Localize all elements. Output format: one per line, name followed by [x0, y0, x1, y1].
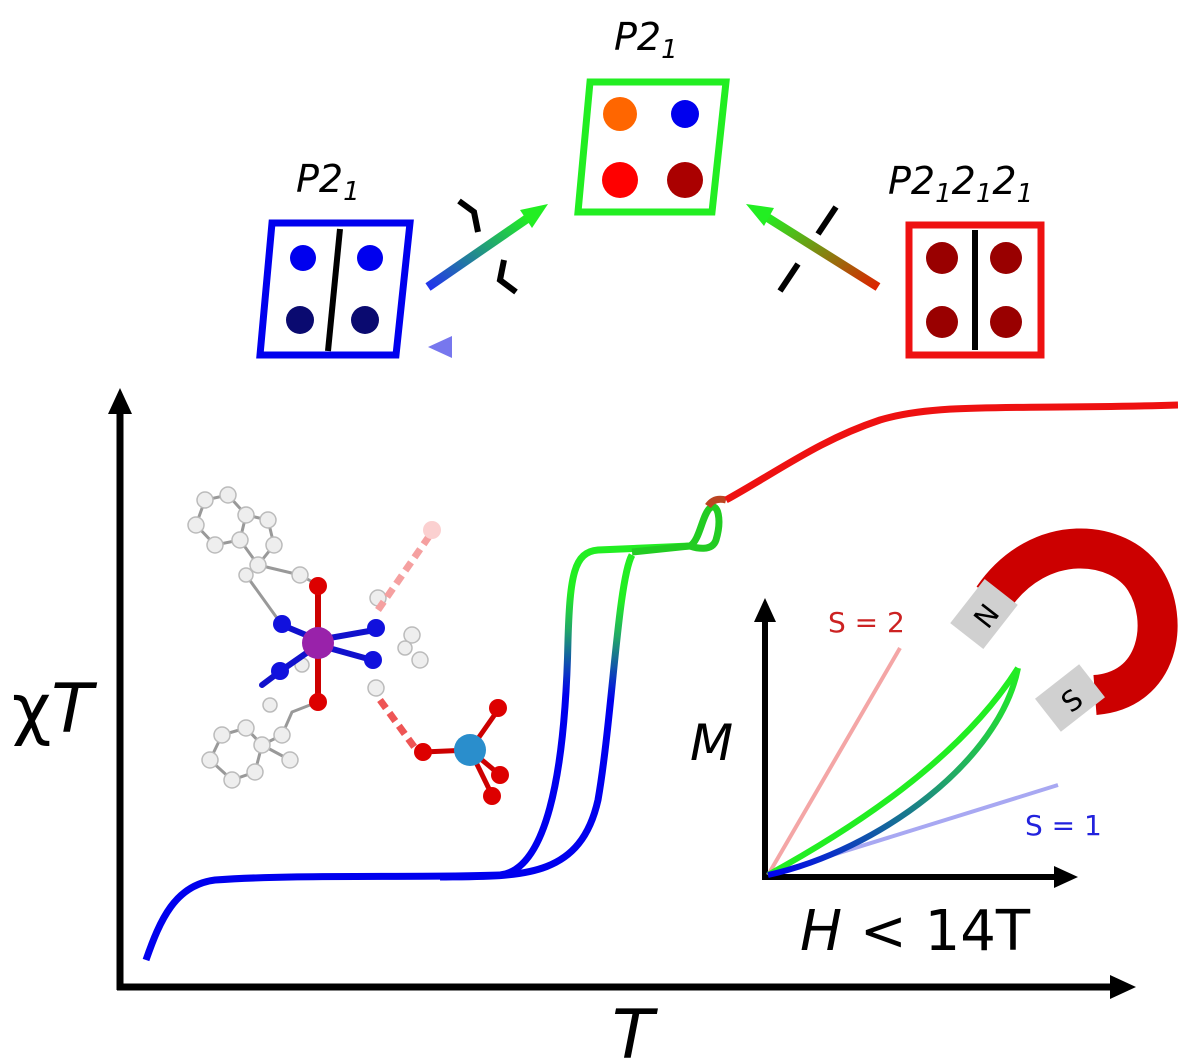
magnetization-down: [767, 667, 1021, 878]
hydrogen-bond: [377, 697, 418, 751]
faded-oxygen: [423, 521, 441, 539]
center-phase-group: P21: [614, 15, 678, 65]
inset-lines: S = 2 S = 1: [766, 606, 1102, 878]
blocked-mark: [457, 198, 481, 233]
arrow-right-to-left: [428, 336, 872, 358]
x-axis-label: T: [612, 996, 658, 1060]
chiT-curve: [142, 401, 1178, 962]
hysteresis-loop-cooling: [439, 553, 636, 881]
anion: [414, 699, 509, 805]
inset-axes: M H < 14T: [690, 598, 1078, 964]
blocked-mark: [777, 262, 801, 293]
right-phase-dot: [990, 306, 1022, 338]
left-phase-dot: [290, 245, 316, 271]
left-phase-dot: [351, 306, 379, 334]
metal-center: [302, 627, 334, 659]
inset-y-label: M: [690, 714, 733, 772]
x-axis-arrowhead: [1110, 975, 1136, 999]
right-phase-dot: [990, 242, 1022, 274]
low-spin-label: S = 1: [1025, 809, 1102, 842]
arrow-left-to-center: [425, 198, 548, 295]
magnet-icon: N S: [950, 528, 1178, 732]
inset-y-arrowhead: [754, 598, 776, 622]
y-axis-label: χT: [12, 670, 97, 749]
center-phase-dot: [602, 162, 638, 198]
low-spin-branch: [142, 871, 501, 962]
left-phase-dot: [357, 245, 383, 271]
inset-x-arrowhead: [1054, 866, 1078, 888]
right-phase-dot: [926, 242, 958, 274]
center-phase-frame: [574, 78, 730, 216]
high-spin-branch: [724, 401, 1178, 504]
y-axis-arrowhead: [108, 388, 132, 414]
high-spin-label: S = 2: [828, 606, 905, 639]
phase-box-center: P21: [574, 15, 730, 216]
right-phase-group: P212121: [888, 159, 1033, 209]
center-phase-dot: [667, 162, 703, 198]
high-spin-reference: [766, 646, 902, 877]
right-phase-dot: [926, 306, 958, 338]
arrow-right-to-center: [746, 204, 881, 293]
inset-x-label: H < 14T: [800, 899, 1031, 964]
center-phase-dot: [603, 97, 637, 131]
phase-box-left: P21: [256, 157, 414, 359]
blocked-mark: [815, 205, 839, 236]
molecule-structure: [187, 486, 509, 805]
left-phase-frame: [256, 219, 414, 359]
phase-box-right: P212121: [888, 159, 1045, 359]
center-phase-dot: [671, 100, 699, 128]
left-phase-group: P21: [296, 157, 360, 207]
main-axes: χT T: [12, 388, 1136, 1060]
left-phase-dot: [286, 306, 314, 334]
magnetization-up: [766, 666, 1021, 878]
left-phase-divider: [325, 228, 343, 352]
small-loop: [631, 503, 723, 556]
hysteresis-loop-warming: [499, 542, 691, 879]
right-phase-frame: [905, 221, 1045, 359]
blocked-mark: [496, 259, 518, 295]
small-loop-top: [705, 495, 727, 509]
